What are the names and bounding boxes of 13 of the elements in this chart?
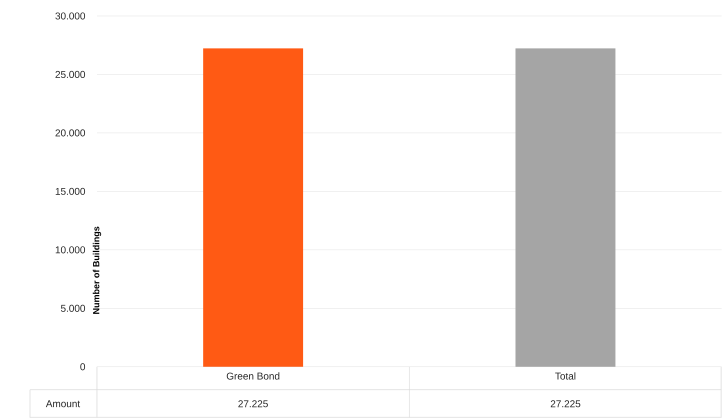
y-tick-label: 0: [80, 363, 86, 370]
y-tick-label: 5.000: [60, 304, 86, 312]
x-tick-label: Total: [555, 372, 576, 380]
data-label: 27.225: [550, 400, 580, 408]
y-tick-label: 10.000: [56, 246, 86, 254]
y-tick-label: 25.000: [55, 70, 86, 78]
y-axis-title: Number of Buildings: [92, 226, 102, 314]
text: Amount: [46, 400, 80, 408]
data-label: 27.225: [238, 400, 268, 408]
y-tick-label: 30.000: [55, 12, 86, 20]
y-tick-label: 15.000: [56, 188, 86, 195]
y-tick-label: 20.000: [55, 129, 86, 136]
x-tick-label: Green Bond: [226, 372, 280, 380]
